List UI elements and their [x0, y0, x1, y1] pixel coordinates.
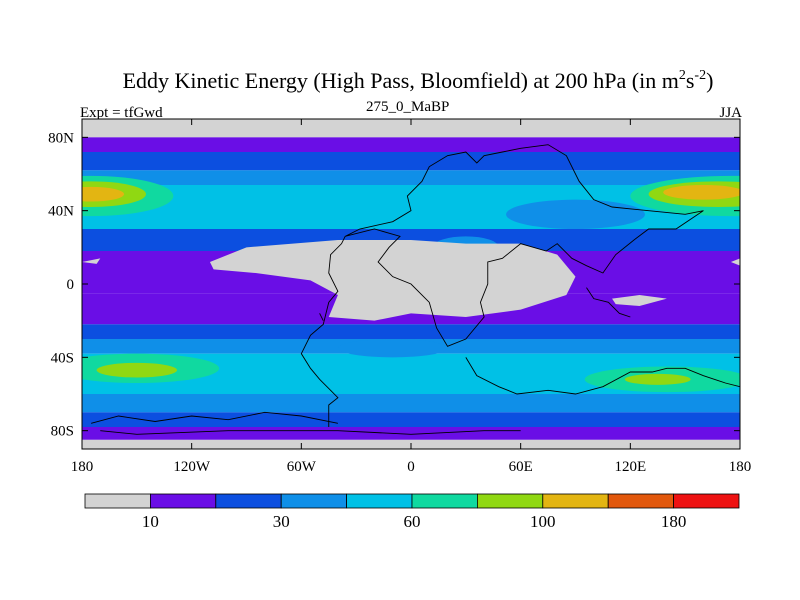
contour-band	[82, 394, 740, 413]
coastline	[319, 313, 324, 321]
low-energy-region	[82, 258, 101, 264]
title-text-part: )	[706, 68, 714, 93]
contour-band	[82, 427, 740, 440]
colorbar-label: 10	[142, 512, 159, 531]
title-exponent: -2	[694, 68, 707, 83]
contour-blob	[624, 373, 691, 385]
colorbar-swatch	[215, 493, 282, 509]
chart-subtitle: 275_0_MaBP	[366, 99, 450, 115]
contour-band	[82, 170, 740, 185]
colorbar-swatch	[476, 493, 544, 509]
coastline-layer	[91, 144, 740, 435]
y-tick-label: 0	[67, 277, 75, 293]
colorbar-swatch	[542, 493, 609, 509]
coastline	[465, 357, 740, 395]
colorbar-label: 60	[404, 512, 421, 531]
title-text-part: s	[685, 68, 695, 93]
contour-band	[82, 119, 740, 138]
x-tick-label: 120E	[614, 459, 646, 475]
coastline	[586, 287, 631, 318]
colorbar-swatch	[673, 493, 740, 509]
low-energy-region	[209, 240, 576, 321]
contour-blob	[337, 339, 448, 358]
contour-band	[82, 412, 740, 427]
x-tick-label: 60E	[509, 459, 533, 475]
y-tick-label: 80S	[51, 424, 74, 440]
x-tick-label: 120W	[173, 459, 211, 475]
contour-band	[82, 324, 740, 339]
y-tick-label: 40S	[51, 350, 74, 366]
contour-blob	[82, 186, 125, 202]
low-energy-region	[612, 295, 667, 306]
x-tick-label: 180	[71, 459, 94, 475]
coastline	[91, 411, 338, 424]
x-tick-label: 0	[407, 459, 415, 475]
title-exponent: 2	[678, 68, 686, 83]
chart-title: Eddy Kinetic Energy (High Pass, Bloomfie…	[0, 68, 800, 94]
colorbar-swatch	[280, 493, 348, 509]
contour-blob	[663, 185, 740, 200]
y-tick-label: 80N	[48, 130, 74, 146]
colorbar-swatch	[607, 493, 675, 509]
colorbar-label: 100	[530, 512, 556, 531]
colorbar-label: 180	[661, 512, 687, 531]
y-tick-label: 40N	[48, 204, 74, 220]
colorbar-swatch	[149, 493, 217, 509]
colorbar-swatch	[346, 493, 413, 509]
colorbar-swatch	[84, 493, 151, 509]
colorbar-swatch	[411, 493, 478, 509]
coastline	[300, 144, 704, 427]
title-text-part: Eddy Kinetic Energy (High Pass, Bloomfie…	[122, 68, 679, 93]
coastline	[100, 430, 521, 435]
colorbar: 10 30 60 100 180	[84, 493, 740, 531]
x-tick-label: 180	[729, 459, 752, 475]
season-label: JJA	[719, 105, 742, 121]
experiment-label: Expt = tfGwd	[80, 105, 163, 121]
contour-blob	[506, 199, 645, 229]
contour-band	[82, 152, 740, 171]
axes-layer: 180 120W 60W 0 60E 120E 180 80N 40N 0 40S 80S	[48, 119, 751, 475]
low-energy-region	[730, 258, 740, 266]
contour-band	[82, 137, 740, 152]
contour-blob	[96, 362, 178, 378]
x-tick-label: 60W	[287, 459, 317, 475]
colorbar-label: 30	[273, 512, 290, 531]
contour-fill-layer	[82, 119, 740, 449]
